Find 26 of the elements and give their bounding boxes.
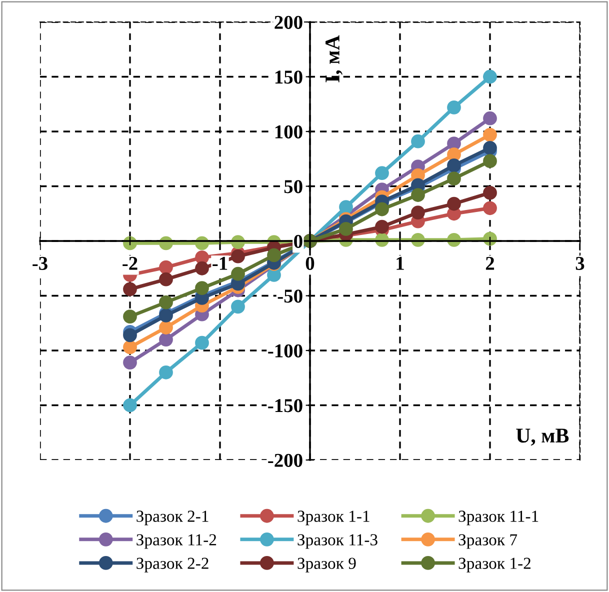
y-tick-label: 150 xyxy=(275,70,302,84)
y-tick-label: 50 xyxy=(284,180,302,194)
x-tick-label: -3 xyxy=(32,256,48,270)
legend-label: Зразок 11-3 xyxy=(298,534,378,549)
legend-label: Зразок 2-1 xyxy=(136,510,208,526)
x-tick-label: 1 xyxy=(396,256,404,270)
legend-label: Зразок 11-1 xyxy=(458,510,538,526)
x-tick-label: 2 xyxy=(486,256,494,270)
x-tick-label: -2 xyxy=(122,256,138,270)
y-tick-label: 0 xyxy=(294,234,302,248)
legend-label: Зразок 1-1 xyxy=(298,510,370,526)
y-tick-label: 200 xyxy=(274,16,302,29)
y-tick-label: -150 xyxy=(268,399,302,412)
y-tick-label: -100 xyxy=(268,344,302,358)
x-tick-label: -1 xyxy=(212,256,228,270)
legend-label: Зразок 1-2 xyxy=(458,558,530,572)
y-tick-label: -200 xyxy=(268,454,302,467)
legend-label: Зразок 2-2 xyxy=(136,558,208,572)
x-axis-title: U, мВ xyxy=(516,428,569,446)
y-tick-label: 100 xyxy=(275,125,302,138)
x-tick-label: 3 xyxy=(576,256,584,270)
legend-label: Зразок 7 xyxy=(458,534,518,549)
y-tick-label: -50 xyxy=(278,290,302,303)
legend-label: Зразок 9 xyxy=(298,558,356,572)
x-tick-label: 0 xyxy=(306,256,314,270)
legend-label: Зразок 11-2 xyxy=(136,534,216,549)
